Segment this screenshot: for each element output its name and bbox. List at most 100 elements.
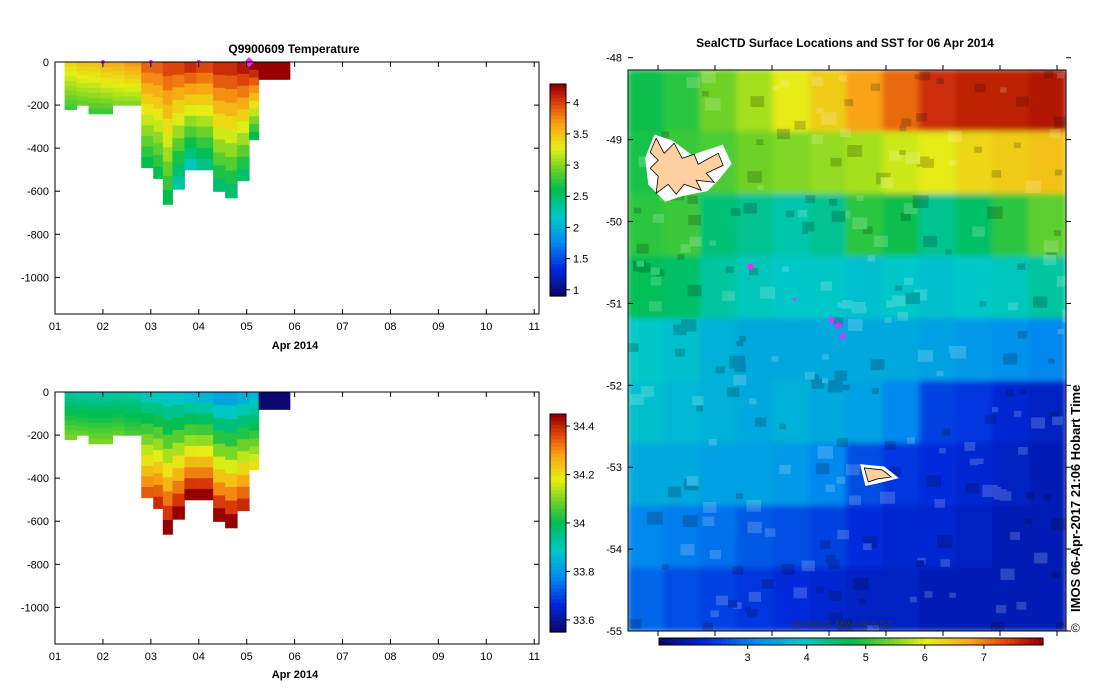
- sst-cell-7-4: [773, 505, 812, 570]
- profile-cell-15-0: [249, 62, 260, 71]
- sst-texture-cell: [748, 591, 762, 602]
- sst-colorbar-segment: [908, 638, 914, 645]
- sst-cell-4-3: [736, 318, 775, 383]
- profile-cell-1-2: [76, 70, 90, 76]
- sst-texture-cell: [746, 500, 761, 512]
- colorbar-segment: [550, 253, 566, 258]
- sst-texture-cell: [1053, 116, 1066, 128]
- x-tick-label: 07: [336, 651, 348, 663]
- profile-cell-2-0: [88, 62, 102, 68]
- sst-cell-3-0: [628, 256, 666, 321]
- colorbar-segment: [550, 274, 566, 279]
- profile-cell-3-5: [100, 87, 114, 94]
- sst-cell-5-10: [992, 380, 1031, 445]
- profile-cell-14-7: [237, 474, 250, 488]
- sst-texture-cell: [1019, 388, 1027, 395]
- y-tick-label: -1000: [21, 272, 49, 284]
- sst-texture-cell: [863, 536, 878, 548]
- sst-texture-cell: [919, 71, 931, 81]
- sst-colorbar-segment: [860, 638, 866, 645]
- profile-cell-14-2: [237, 415, 250, 429]
- profile-cell-5-3: [124, 404, 142, 410]
- sst-colorbar-segment: [673, 638, 679, 645]
- profile-cell-6-4: [141, 434, 154, 446]
- profile-cell-2-6: [88, 423, 102, 429]
- sst-cell-6-4: [773, 443, 812, 508]
- colorbar-segment: [550, 432, 566, 437]
- profile-cell-15-2: [249, 77, 260, 86]
- sst-colorbar-segment: [750, 638, 756, 645]
- profile-cell-14-5: [237, 451, 250, 464]
- sst-colorbar-segment: [721, 638, 727, 645]
- colorbar-tick-label: 1: [573, 285, 579, 297]
- profile-cell-16-0: [258, 392, 291, 395]
- profile-cell-9-2: [172, 417, 185, 431]
- sst-texture-cell: [915, 112, 927, 122]
- sst-cell-5-11: [1028, 380, 1066, 445]
- x-tick-label: 10: [480, 321, 492, 333]
- sst-texture-cell: [934, 499, 946, 508]
- profile-cell-16-9: [258, 77, 291, 80]
- sst-texture-cell: [976, 458, 984, 465]
- profile-cell-7-7: [153, 143, 164, 156]
- sst-texture-cell: [1031, 417, 1045, 429]
- sst-cell-4-2: [700, 318, 739, 383]
- colorbar-segment: [550, 581, 566, 586]
- sst-texture-cell: [942, 428, 951, 436]
- sst-cell-2-2: [700, 193, 739, 258]
- sst-colorbar-segment: [663, 638, 670, 645]
- profile-cell-7-0: [153, 62, 164, 75]
- profile-cell-14-4: [237, 109, 250, 122]
- profile-cell-9-1: [172, 74, 185, 89]
- sst-colorbar-segment: [687, 638, 694, 645]
- sst-texture-cell: [736, 340, 744, 347]
- sst-texture-cell: [1013, 410, 1022, 417]
- sst-texture-cell: [852, 577, 869, 591]
- colorbar-segment: [550, 133, 566, 138]
- profile-cell-7-8: [153, 155, 164, 168]
- profile-cell-10-7: [184, 467, 197, 479]
- colorbar-segment: [550, 453, 566, 459]
- sst-cell-6-9: [955, 443, 994, 508]
- sst-texture-cell: [1018, 446, 1028, 455]
- sst-texture-cell: [925, 475, 941, 488]
- colorbar-segment: [550, 523, 566, 528]
- profile-cell-14-0: [237, 392, 250, 405]
- sst-texture-cell: [900, 212, 912, 222]
- profile-cell-1-6: [76, 417, 90, 423]
- colorbar-tick-label: 3.5: [573, 129, 588, 141]
- profile-cell-0-1: [64, 66, 78, 73]
- colorbar-segment: [550, 526, 566, 531]
- profile-cell-6-6: [141, 125, 154, 137]
- profile-cell-15-5: [249, 430, 260, 440]
- sst-colorbar-segment: [788, 638, 794, 645]
- sst-cell-8-10: [992, 567, 1031, 631]
- sst-colorbar-segment: [1028, 638, 1034, 645]
- profile-cell-9-5: [172, 125, 185, 139]
- profile-cell-11-2: [196, 413, 214, 425]
- colorbar-segment: [550, 595, 566, 600]
- sst-cell-7-11: [1028, 505, 1066, 570]
- profile-cell-12-8: [213, 165, 226, 179]
- profile-cell-12-1: [213, 74, 226, 89]
- sst-texture-cell: [683, 478, 699, 491]
- colorbar-segment: [550, 285, 566, 290]
- colorbar-segment: [550, 501, 566, 506]
- profile-cell-14-5: [237, 121, 250, 134]
- sst-texture-cell: [1054, 169, 1063, 176]
- sst-cell-3-1: [663, 256, 702, 321]
- profile-cell-0-6: [64, 420, 78, 426]
- profile-cell-2-5: [88, 87, 102, 94]
- sst-cell-6-5: [809, 443, 848, 508]
- sst-texture-cell: [899, 125, 907, 132]
- profile-cell-8-7: [162, 161, 173, 177]
- sst-cell-0-11: [1028, 70, 1066, 134]
- profile-cell-11-9: [196, 488, 214, 501]
- x-tick-label: 11: [528, 321, 539, 333]
- y-tick-label: 0: [43, 387, 49, 399]
- sst-texture-cell: [830, 157, 842, 167]
- colorbar-segment: [550, 497, 566, 502]
- profile-cell-8-5: [162, 133, 173, 148]
- map-frame: [627, 69, 1067, 632]
- sst-cell-4-5: [809, 318, 848, 383]
